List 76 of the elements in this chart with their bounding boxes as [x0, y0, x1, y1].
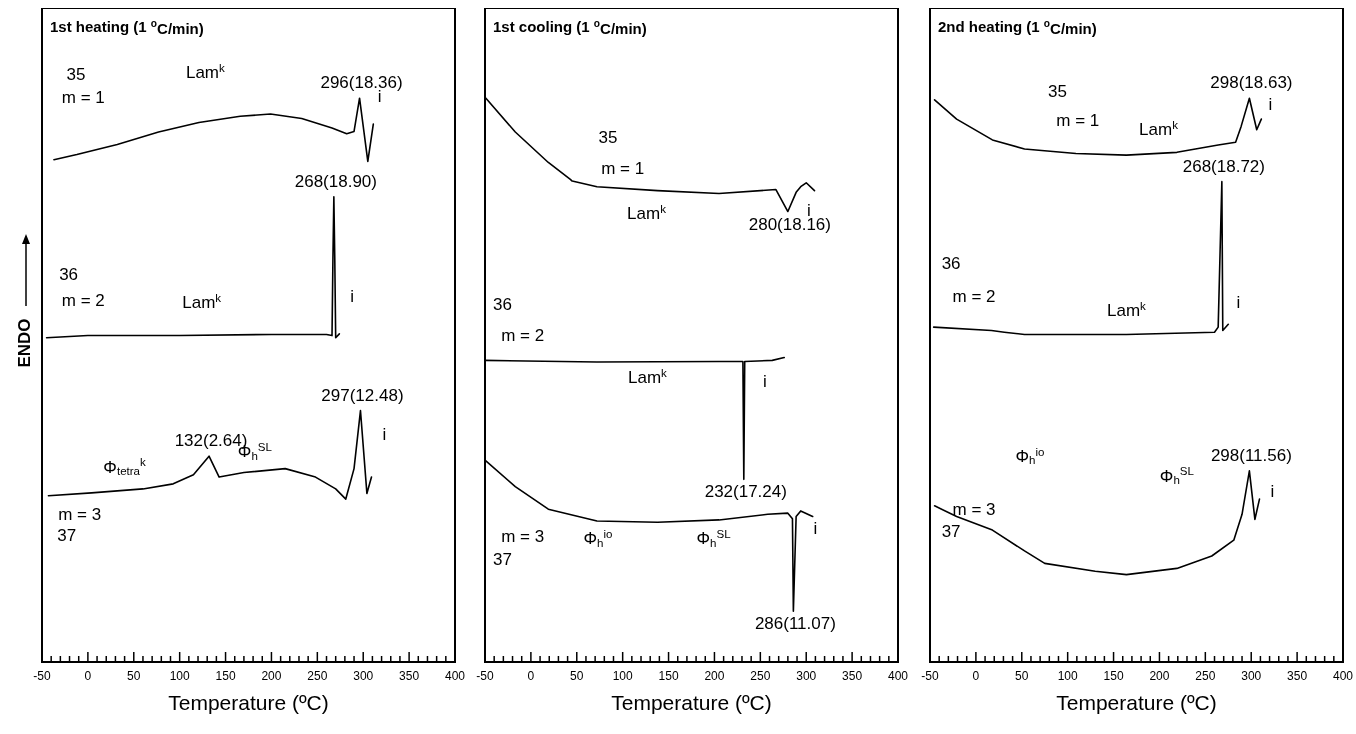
- x-tick-label: 250: [307, 669, 328, 683]
- x-tick-label: 200: [1149, 669, 1170, 683]
- annotation: 268(18.90): [294, 172, 377, 192]
- annotation: m = 1: [601, 159, 645, 179]
- x-tick-label: 100: [612, 669, 633, 683]
- x-tick-label: 400: [444, 669, 466, 683]
- annotation: m = 1: [1056, 111, 1100, 131]
- x-tick-label: 150: [1103, 669, 1124, 683]
- annotation: 36: [492, 295, 512, 315]
- annotation: 36: [59, 265, 79, 285]
- x-tick-label: 300: [353, 669, 374, 683]
- x-axis-title: Temperature (ºC): [1056, 691, 1217, 714]
- annotation: m = 3: [952, 500, 996, 520]
- x-axis-title: Temperature (ºC): [168, 691, 329, 714]
- x-tick-label: 50: [1015, 669, 1029, 683]
- annotation: 298(11.56): [1210, 446, 1292, 466]
- annotation: m = 3: [58, 505, 102, 525]
- annotation: 232(17.24): [704, 482, 787, 502]
- chart-title: 2nd heating (1 $^{o}$C/min): [938, 18, 1097, 38]
- x-tick-label: 0: [527, 669, 535, 683]
- annotation: i: [382, 425, 387, 445]
- annotation: i: [763, 372, 767, 392]
- x-tick-label: 250: [1195, 669, 1216, 683]
- annotation: 268(18.72): [1182, 157, 1265, 177]
- annotation: m = 2: [952, 287, 996, 307]
- annotation: m = 1: [61, 88, 105, 108]
- annotation: 297(12.48): [321, 386, 404, 406]
- chart-title: 1st heating (1 $^{o}$C/min): [50, 18, 204, 38]
- x-tick-label: 100: [169, 669, 190, 683]
- x-tick-label: 50: [127, 669, 141, 683]
- annotation: 37: [941, 522, 961, 542]
- x-tick-label: 250: [750, 669, 771, 683]
- x-axis-title: Temperature (ºC): [611, 691, 772, 714]
- x-tick-label: 400: [1332, 669, 1354, 683]
- annotation: Lam$^{k}$: [1106, 299, 1147, 321]
- annotation: m = 2: [501, 326, 545, 346]
- annotation: Lam$^{k}$: [1139, 119, 1179, 140]
- x-tick-label: 200: [261, 669, 282, 683]
- text: Lam$^{k}$: [185, 61, 226, 83]
- annotation: i: [350, 287, 355, 307]
- x-tick-label: 50: [570, 669, 584, 683]
- x-tick-label: 300: [796, 669, 817, 683]
- annotation: 286(11.07): [754, 614, 836, 634]
- x-tick-label: 300: [1241, 669, 1262, 683]
- annotation: Lam$^{k}$: [628, 366, 668, 388]
- x-tick-label: 150: [215, 669, 236, 683]
- x-tick-label: 200: [704, 669, 725, 683]
- x-tick-label: 350: [842, 669, 863, 683]
- text: 35: [66, 65, 86, 85]
- x-tick-label: -50: [476, 669, 494, 683]
- annotation: Lam$^{k}$: [627, 202, 667, 224]
- annotation: 35: [1048, 82, 1068, 102]
- annotation: 280(18.16): [748, 215, 831, 235]
- annotation: Lam$^{k}$: [182, 291, 222, 313]
- chart-title: 1st cooling (1 $^{o}$C/min): [493, 18, 647, 38]
- y-axis-title: ENDO: [15, 318, 35, 368]
- annotation: i: [813, 519, 818, 539]
- x-tick-label: 0: [84, 669, 92, 683]
- x-tick-label: 400: [887, 669, 909, 683]
- x-tick-label: -50: [921, 669, 939, 683]
- annotation: 36: [941, 254, 961, 274]
- annotation: i: [1236, 293, 1241, 313]
- x-tick-label: 350: [1287, 669, 1308, 683]
- annotation: m = 2: [61, 291, 105, 311]
- x-tick-label: 0: [972, 669, 980, 683]
- annotation: 37: [57, 526, 77, 546]
- annotation: 298(18.63): [1210, 73, 1293, 93]
- annotation: 37: [492, 550, 512, 569]
- x-tick-label: 350: [399, 669, 420, 683]
- annotation: m = 3: [501, 527, 545, 547]
- annotation: i: [1270, 482, 1275, 502]
- x-tick-label: 100: [1057, 669, 1078, 683]
- annotation: 35: [598, 128, 618, 148]
- annotation: i: [1268, 95, 1273, 115]
- x-tick-label: -50: [33, 669, 51, 683]
- x-tick-label: 150: [658, 669, 679, 683]
